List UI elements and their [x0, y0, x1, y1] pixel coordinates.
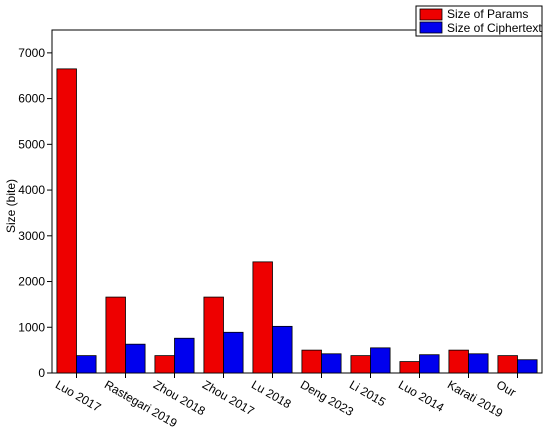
bar-params [56, 68, 77, 374]
bar-params [154, 355, 175, 374]
x-tick-label: Luo 2017 [53, 377, 104, 414]
bar-params [350, 355, 371, 374]
legend-swatch-ciphertext [419, 21, 443, 34]
bar-ciphertext [272, 325, 293, 374]
y-tick-label: 6000 [18, 92, 45, 106]
bar-params [105, 296, 126, 374]
bar-ciphertext [370, 347, 391, 374]
y-axis-title: Size (bite) [4, 179, 18, 233]
x-tick-label: Zhou 2017 [200, 377, 257, 418]
y-tick-label: 1000 [18, 320, 45, 334]
bar-ciphertext [419, 354, 440, 374]
legend-swatch-params [419, 8, 443, 21]
bar-params [399, 361, 420, 374]
bar-params [203, 296, 224, 374]
y-tick-label: 5000 [18, 137, 45, 151]
x-tick-label: Luo 2014 [396, 377, 447, 414]
bars-group [56, 68, 538, 374]
bar-ciphertext [76, 355, 97, 374]
plot-frame [51, 29, 543, 374]
bar-ciphertext [517, 359, 538, 374]
bar-params [448, 349, 469, 374]
bar-ciphertext [321, 353, 342, 374]
legend: Size of Params Size of Ciphertext [415, 5, 543, 37]
y-tick-label: 4000 [18, 183, 45, 197]
legend-label-params: Size of Params [447, 7, 528, 21]
y-tick-label: 0 [38, 366, 45, 380]
bar-ciphertext [468, 353, 489, 374]
bar-params [497, 355, 518, 374]
legend-label-ciphertext: Size of Ciphertext [447, 21, 542, 35]
y-tick-label: 3000 [18, 229, 45, 243]
bar-params [301, 349, 322, 374]
bar-ciphertext [174, 337, 195, 374]
x-tick-label: Our [494, 377, 518, 399]
bar-ciphertext [125, 343, 146, 374]
x-tick-label: Deng 2023 [298, 377, 356, 419]
y-axis: 0 1000 2000 3000 4000 5000 6000 7000 [18, 46, 52, 380]
bar-ciphertext [223, 331, 244, 374]
y-tick-label: 7000 [18, 46, 45, 60]
bar-params [252, 261, 273, 374]
y-tick-label: 2000 [18, 275, 45, 289]
